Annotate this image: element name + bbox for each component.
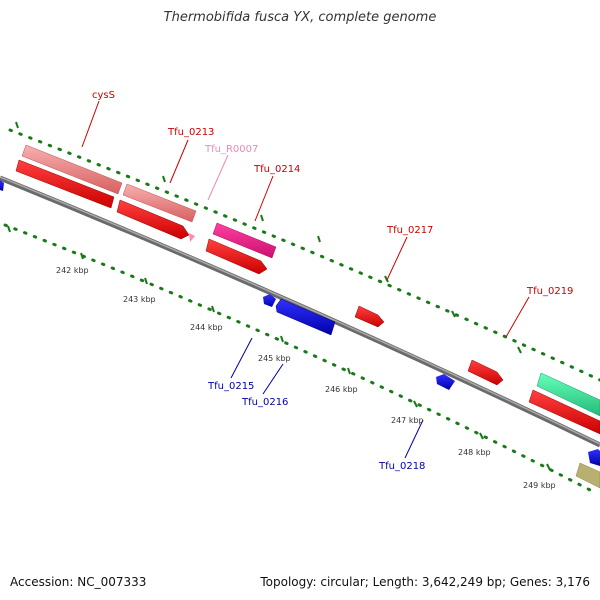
gene-tfu0214-cds[interactable] <box>212 222 277 259</box>
leader-tfu0213 <box>169 139 189 184</box>
outer-major-tick <box>517 346 522 354</box>
scale-label: 246 kbp <box>325 385 358 394</box>
leader-tfu0216 <box>262 363 284 395</box>
label-leaders <box>81 100 530 459</box>
outer-major-tick <box>162 175 166 183</box>
gene-tfu0217[interactable] <box>354 305 385 328</box>
label-tfu0213[interactable]: Tfu_0213 <box>167 127 214 138</box>
leader-tfu0214 <box>254 175 274 222</box>
leader-tfu0218 <box>404 419 424 459</box>
scale-label: 247 kbp <box>391 416 424 425</box>
scale-label: 248 kbp <box>458 448 491 457</box>
outer-major-tick <box>384 275 389 283</box>
inner-major-tick <box>347 367 351 375</box>
leader-tfu0217 <box>386 236 408 281</box>
gene-tfu0216[interactable] <box>275 298 336 336</box>
inner-tick-track <box>3 223 592 492</box>
gene-cysS-cds[interactable] <box>21 144 123 195</box>
gene-tfuR0007[interactable] <box>189 233 195 242</box>
accession-text: Accession: NC_007333 <box>10 575 147 589</box>
scale-label: 245 kbp <box>258 354 291 363</box>
inner-major-tick <box>479 432 484 440</box>
gene-partial-left[interactable] <box>0 180 4 191</box>
outer-major-tick <box>451 310 456 318</box>
gene-partial-right-olive[interactable] <box>575 462 600 489</box>
inner-major-tick <box>280 335 284 343</box>
inner-major-tick <box>546 463 551 471</box>
label-tfu0215[interactable]: Tfu_0215 <box>207 381 254 392</box>
gene-tfu0215[interactable] <box>263 294 276 307</box>
label-tfuR0007[interactable]: Tfu_R0007 <box>204 144 258 155</box>
label-tfu0218[interactable]: Tfu_0218 <box>378 461 425 472</box>
genome-backbone <box>0 175 600 448</box>
label-cysS[interactable]: cysS <box>92 90 115 101</box>
outer-major-ticks <box>15 121 522 354</box>
gene-cysS[interactable] <box>15 159 115 209</box>
inner-major-tick <box>7 225 11 233</box>
gene-tfu0218[interactable] <box>436 374 455 390</box>
scale-label: 249 kbp <box>523 481 556 490</box>
leader-cysS <box>81 100 100 148</box>
gene-tfu0219-cds[interactable] <box>536 372 600 417</box>
scale-label: 244 kbp <box>190 323 223 332</box>
leader-tfuR0007 <box>207 154 229 201</box>
leader-tfu0215 <box>230 337 253 379</box>
gene-tfu0213-cds[interactable] <box>122 183 197 223</box>
scale-labels: 242 kbp 243 kbp 244 kbp 245 kbp 246 kbp … <box>56 266 556 490</box>
outer-tick-track <box>8 128 600 382</box>
label-tfu0217[interactable]: Tfu_0217 <box>386 225 433 236</box>
scale-label: 243 kbp <box>123 295 156 304</box>
scale-label: 242 kbp <box>56 266 89 275</box>
gene-red-near-248kbp[interactable] <box>467 359 504 386</box>
genome-stats-text: Topology: circular; Length: 3,642,249 bp… <box>260 575 590 589</box>
outer-major-tick <box>260 214 264 222</box>
gene-tfu0213[interactable] <box>116 199 190 240</box>
outer-major-tick <box>15 121 19 129</box>
inner-major-tick <box>413 400 418 408</box>
outer-major-tick <box>317 235 321 243</box>
inner-major-tick <box>211 305 215 313</box>
gene-tfu0214[interactable] <box>205 238 268 275</box>
inner-major-tick <box>80 252 84 260</box>
inner-major-tick <box>144 277 148 285</box>
gene-tfu0219[interactable] <box>528 389 600 435</box>
label-tfu0219[interactable]: Tfu_0219 <box>526 286 573 297</box>
gene-partial-right-blue[interactable] <box>588 449 600 466</box>
genome-backbone-highlight <box>0 176 600 445</box>
map-title: Thermobifida fusca YX, complete genome <box>163 10 437 25</box>
label-tfu0214[interactable]: Tfu_0214 <box>253 164 300 175</box>
inner-major-ticks <box>7 225 551 471</box>
leader-tfu0219 <box>505 296 530 338</box>
label-tfu0216[interactable]: Tfu_0216 <box>241 397 288 408</box>
